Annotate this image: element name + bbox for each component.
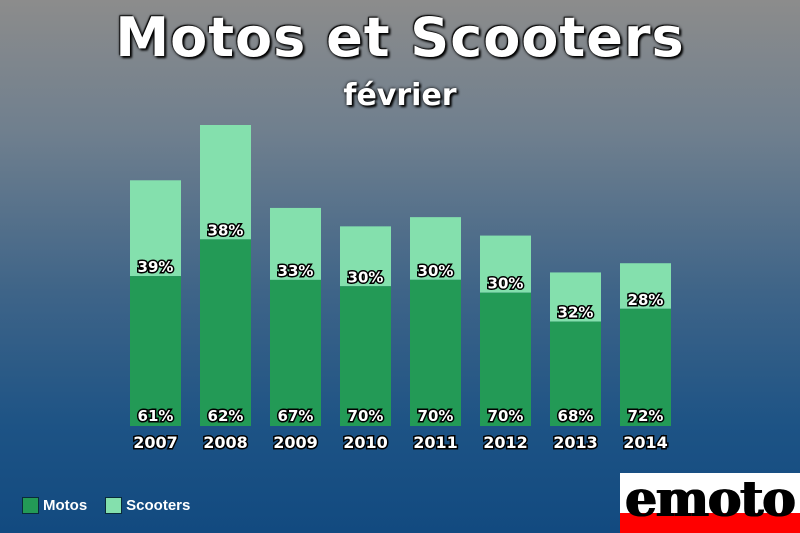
- label-scooters-2012: 30%: [488, 275, 524, 293]
- label-motos-2009: 67%: [278, 407, 314, 425]
- bar-scooters-2009: [270, 207, 321, 280]
- legend-swatch-scooters: [105, 497, 123, 514]
- emoto-logo[interactable]: emoto: [620, 473, 800, 533]
- label-motos-2012: 70%: [488, 407, 524, 425]
- bar-scooters-2012: [480, 235, 531, 293]
- bar-scooters-2007: [130, 180, 181, 277]
- x-tick-2013: 2013: [553, 433, 598, 452]
- bar-motos-2010: [340, 286, 391, 426]
- x-tick-2011: 2011: [413, 433, 458, 452]
- logo-text: emoto: [625, 473, 796, 528]
- chart-title: Motos et Scooters: [115, 6, 685, 69]
- bar-scooters-2008: [200, 125, 251, 240]
- bar-motos-2011: [410, 279, 461, 426]
- bar-motos-2007: [130, 276, 181, 426]
- label-scooters-2008: 38%: [208, 221, 244, 239]
- bar-scooters-2011: [410, 217, 461, 280]
- x-tick-2010: 2010: [343, 433, 388, 452]
- bar-scooters-2010: [340, 226, 391, 287]
- label-scooters-2013: 32%: [558, 304, 594, 322]
- label-motos-2013: 68%: [558, 407, 594, 425]
- x-tick-2012: 2012: [483, 433, 528, 452]
- legend-item-motos: Motos: [22, 497, 87, 514]
- legend-label-motos: Motos: [43, 497, 88, 514]
- bar-motos-2013: [550, 321, 601, 426]
- x-tick-2007: 2007: [133, 433, 178, 452]
- x-tick-2009: 2009: [273, 433, 318, 452]
- label-motos-2011: 70%: [418, 407, 454, 425]
- label-motos-2008: 62%: [208, 407, 244, 425]
- bar-motos-2014: [620, 308, 671, 426]
- label-scooters-2007: 39%: [138, 258, 174, 276]
- bar-motos-2009: [270, 279, 321, 426]
- legend-swatch-motos: [22, 497, 39, 514]
- bar-scooters-2013: [550, 272, 601, 322]
- logo-red-band: [620, 513, 800, 533]
- label-motos-2010: 70%: [348, 407, 384, 425]
- legend: Motos Scooters: [22, 497, 190, 514]
- chart-subtitle: février: [343, 78, 457, 113]
- label-scooters-2014: 28%: [628, 291, 664, 309]
- bar-scooters-2014: [620, 263, 671, 309]
- bar-motos-2012: [480, 292, 531, 426]
- label-scooters-2010: 30%: [348, 268, 384, 286]
- label-motos-2014: 72%: [628, 407, 664, 425]
- x-tick-2008: 2008: [203, 433, 248, 452]
- label-scooters-2009: 33%: [278, 262, 314, 280]
- bar-motos-2008: [200, 239, 251, 426]
- label-scooters-2011: 30%: [418, 262, 454, 280]
- legend-item-scooters: Scooters: [105, 497, 190, 514]
- label-motos-2007: 61%: [138, 407, 174, 425]
- legend-label-scooters: Scooters: [126, 497, 191, 514]
- x-tick-2014: 2014: [623, 433, 668, 452]
